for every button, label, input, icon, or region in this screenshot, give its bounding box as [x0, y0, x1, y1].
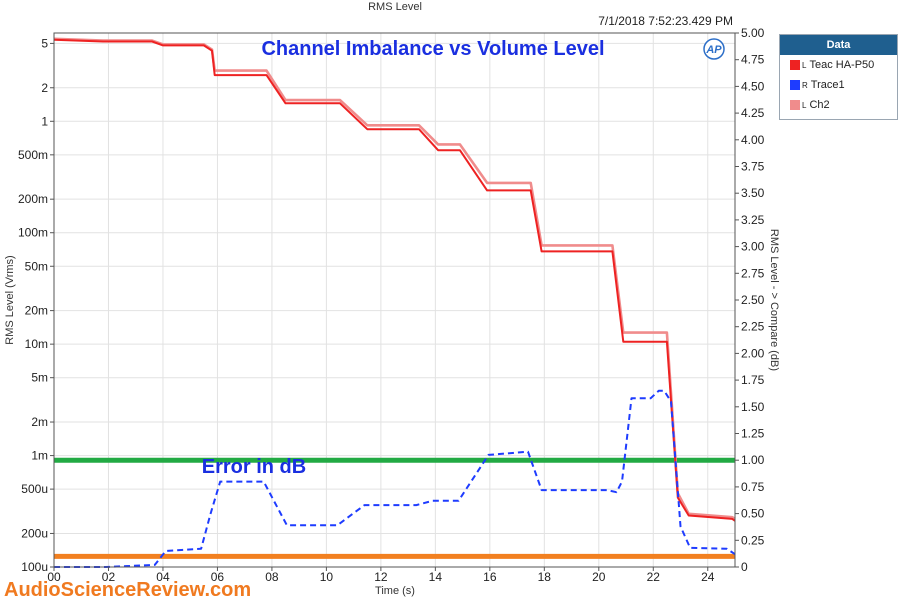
y-left-tick-label: 100u — [21, 560, 48, 574]
watermark: AudioScienceReview.com — [4, 579, 251, 600]
legend-channel: L — [802, 60, 807, 70]
y-left-tick-label: 500m — [18, 148, 48, 162]
annotation-error-in-db: Error in dB — [202, 456, 306, 478]
y-right-tick-label: 4.25 — [741, 106, 765, 120]
x-ticks: 00 02 04 06 08 10 12 14 16 18 20 22 24 — [47, 567, 715, 584]
x-tick-label: 04 — [156, 570, 170, 584]
y-left-tick-label: 100m — [18, 226, 48, 240]
y-left-tick-label: 10m — [25, 337, 48, 351]
series-line-trace1 — [54, 389, 736, 568]
y-left-tick-label: 1 — [41, 114, 48, 128]
x-tick-label: 06 — [211, 570, 225, 584]
y-right-tick-label: 3.25 — [741, 213, 765, 227]
legend-label: Trace1 — [810, 79, 845, 91]
y-right-tick-label: 0.50 — [741, 507, 765, 521]
y-left-tick-label: 5 — [41, 36, 48, 50]
y-right-tick-label: 3.00 — [741, 240, 765, 254]
y-left-ticks: 5 2 1 500m 200m 100m 50m 20m 10m 5m 2m 1m 500u 200u 10… — [18, 36, 54, 574]
y-left-tick-label: 20m — [25, 304, 48, 318]
y-left-tick-label: 200m — [18, 192, 48, 206]
y-right-tick-label: 2.50 — [741, 293, 765, 307]
x-tick-label: 14 — [429, 570, 443, 584]
legend-channel: R — [802, 80, 808, 90]
x-tick-label: 12 — [374, 570, 388, 584]
ap-logo-icon: AP — [703, 38, 725, 60]
reference-lines — [54, 457, 735, 559]
window-title: RMS Level — [368, 1, 422, 13]
y-right-tick-label: 0.25 — [741, 533, 765, 547]
timestamp: 7/1/2018 7:52:23.429 PM — [598, 14, 733, 28]
y-right-tick-label: 0.75 — [741, 480, 765, 494]
y-right-tick-label: 4.75 — [741, 53, 765, 67]
legend-label: Teac HA-P50 — [809, 59, 875, 71]
y-left-tick-label: 5m — [31, 371, 48, 385]
legend-swatch-pink — [790, 100, 800, 110]
y-left-tick-label: 500u — [21, 482, 48, 496]
y-left-tick-label: 50m — [25, 259, 48, 273]
y-right-tick-label: 3.75 — [741, 160, 765, 174]
y-right-tick-label: 4.00 — [741, 133, 765, 147]
y-right-ticks: 0 0.25 0.50 0.75 1.00 1.25 1.50 1.75 2.00 2.25 2.5… — [735, 26, 765, 574]
x-tick-label: 20 — [592, 570, 606, 584]
legend-item-trace1[interactable]: R Trace1 — [780, 75, 897, 95]
x-tick-label: 24 — [701, 570, 715, 584]
y-right-tick-label: 1.00 — [741, 453, 765, 467]
x-tick-label: 22 — [647, 570, 661, 584]
plot-area — [54, 33, 735, 567]
legend-swatch-blue — [790, 80, 800, 90]
series-line-teac-ha-p50 — [53, 38, 736, 522]
chart-title: Channel Imbalance vs Volume Level — [261, 38, 604, 60]
legend-swatch-red — [790, 60, 800, 70]
y-left-tick-label: 200u — [21, 526, 48, 540]
y-right-tick-label: 1.25 — [741, 427, 765, 441]
y-right-tick-label: 4.50 — [741, 79, 765, 93]
y-left-tick-label: 2m — [31, 415, 48, 429]
series-group — [53, 37, 736, 568]
legend-channel: L — [802, 100, 807, 110]
plot-background — [54, 33, 735, 567]
y-right-tick-label: 0 — [741, 560, 748, 574]
legend-panel[interactable]: Data L Teac HA-P50 R Trace1 L Ch2 — [779, 34, 898, 120]
x-tick-label: 02 — [102, 570, 116, 584]
grid-lines — [53, 33, 735, 568]
legend-item-teac[interactable]: L Teac HA-P50 — [780, 55, 897, 75]
legend-title: Data — [780, 35, 897, 55]
y-right-tick-label: 2.25 — [741, 320, 765, 334]
x-tick-label: 08 — [265, 570, 279, 584]
x-axis-label: Time (s) — [375, 585, 415, 597]
x-tick-label: 16 — [483, 570, 497, 584]
y-right-tick-label: 3.50 — [741, 186, 765, 200]
x-tick-label: 00 — [47, 570, 61, 584]
legend-label: Ch2 — [809, 99, 830, 111]
svg-text:AP: AP — [705, 44, 722, 56]
y-left-tick-label: 2 — [41, 81, 48, 95]
y-right-tick-label: 2.75 — [741, 266, 765, 280]
y-right-tick-label: 1.75 — [741, 373, 765, 387]
y-left-axis-label: RMS Level (Vrms) — [4, 255, 16, 344]
y-right-axis-label: RMS Level - > Compare (dB) — [768, 229, 780, 371]
y-left-tick-label: 1m — [31, 449, 48, 463]
y-right-tick-label: 2.00 — [741, 346, 765, 360]
x-tick-label: 18 — [538, 570, 552, 584]
y-right-tick-label: 5.00 — [741, 26, 765, 40]
y-right-tick-label: 1.50 — [741, 400, 765, 414]
legend-item-ch2[interactable]: L Ch2 — [780, 95, 897, 115]
x-tick-label: 10 — [320, 570, 334, 584]
